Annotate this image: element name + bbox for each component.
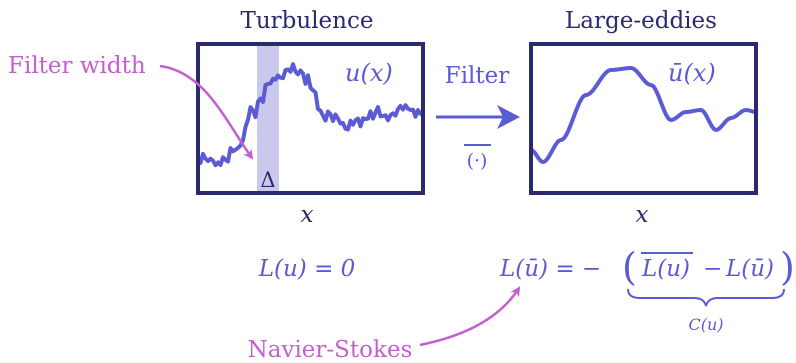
- filter-symbol: (·): [467, 150, 488, 172]
- u-x-label: u(x): [345, 59, 393, 87]
- filter-width-annotation: Filter width: [8, 53, 146, 79]
- filter-label: Filter: [445, 63, 510, 89]
- equation-open-paren: (: [622, 245, 637, 289]
- underbrace-label: C(u): [688, 315, 723, 334]
- large-eddies-title: Large-eddies: [565, 8, 717, 34]
- underbrace: [627, 288, 785, 307]
- equation-right: L(ū) = − ( L(u) − L(ū) ) C(u): [499, 245, 795, 334]
- filter-operator: Filter (·): [436, 63, 520, 172]
- x-axis-label-right: x: [636, 202, 649, 228]
- filter-width-arrow: [159, 64, 254, 160]
- delta-label: Δ: [260, 168, 275, 192]
- navier-stokes-annotation: Navier-Stokes: [248, 337, 413, 363]
- equation-minus: −: [703, 256, 722, 282]
- x-axis-label-left: x: [301, 202, 314, 228]
- equation-right-lhs: L(ū) = −: [499, 256, 601, 282]
- equation-left: L(u) = 0: [258, 256, 356, 282]
- equation-term1: L(u): [641, 256, 690, 282]
- large-eddies-frame: [529, 42, 758, 195]
- turbulence-panel: u(x) Δ: [196, 42, 425, 195]
- large-eddies-panel: ū(x): [529, 42, 758, 195]
- turbulence-title: Turbulence: [241, 8, 374, 34]
- turbulence-frame: [196, 42, 425, 195]
- equation-term2: L(ū): [725, 256, 774, 282]
- filter-arrow-head: [497, 105, 520, 129]
- filtered-velocity-curve: [529, 66, 758, 164]
- navier-stokes-arrow: [419, 286, 521, 347]
- turbulent-velocity-curve: [196, 62, 425, 168]
- u-bar-x-label: ū(x): [668, 59, 716, 87]
- equation-close-paren: ): [780, 245, 795, 289]
